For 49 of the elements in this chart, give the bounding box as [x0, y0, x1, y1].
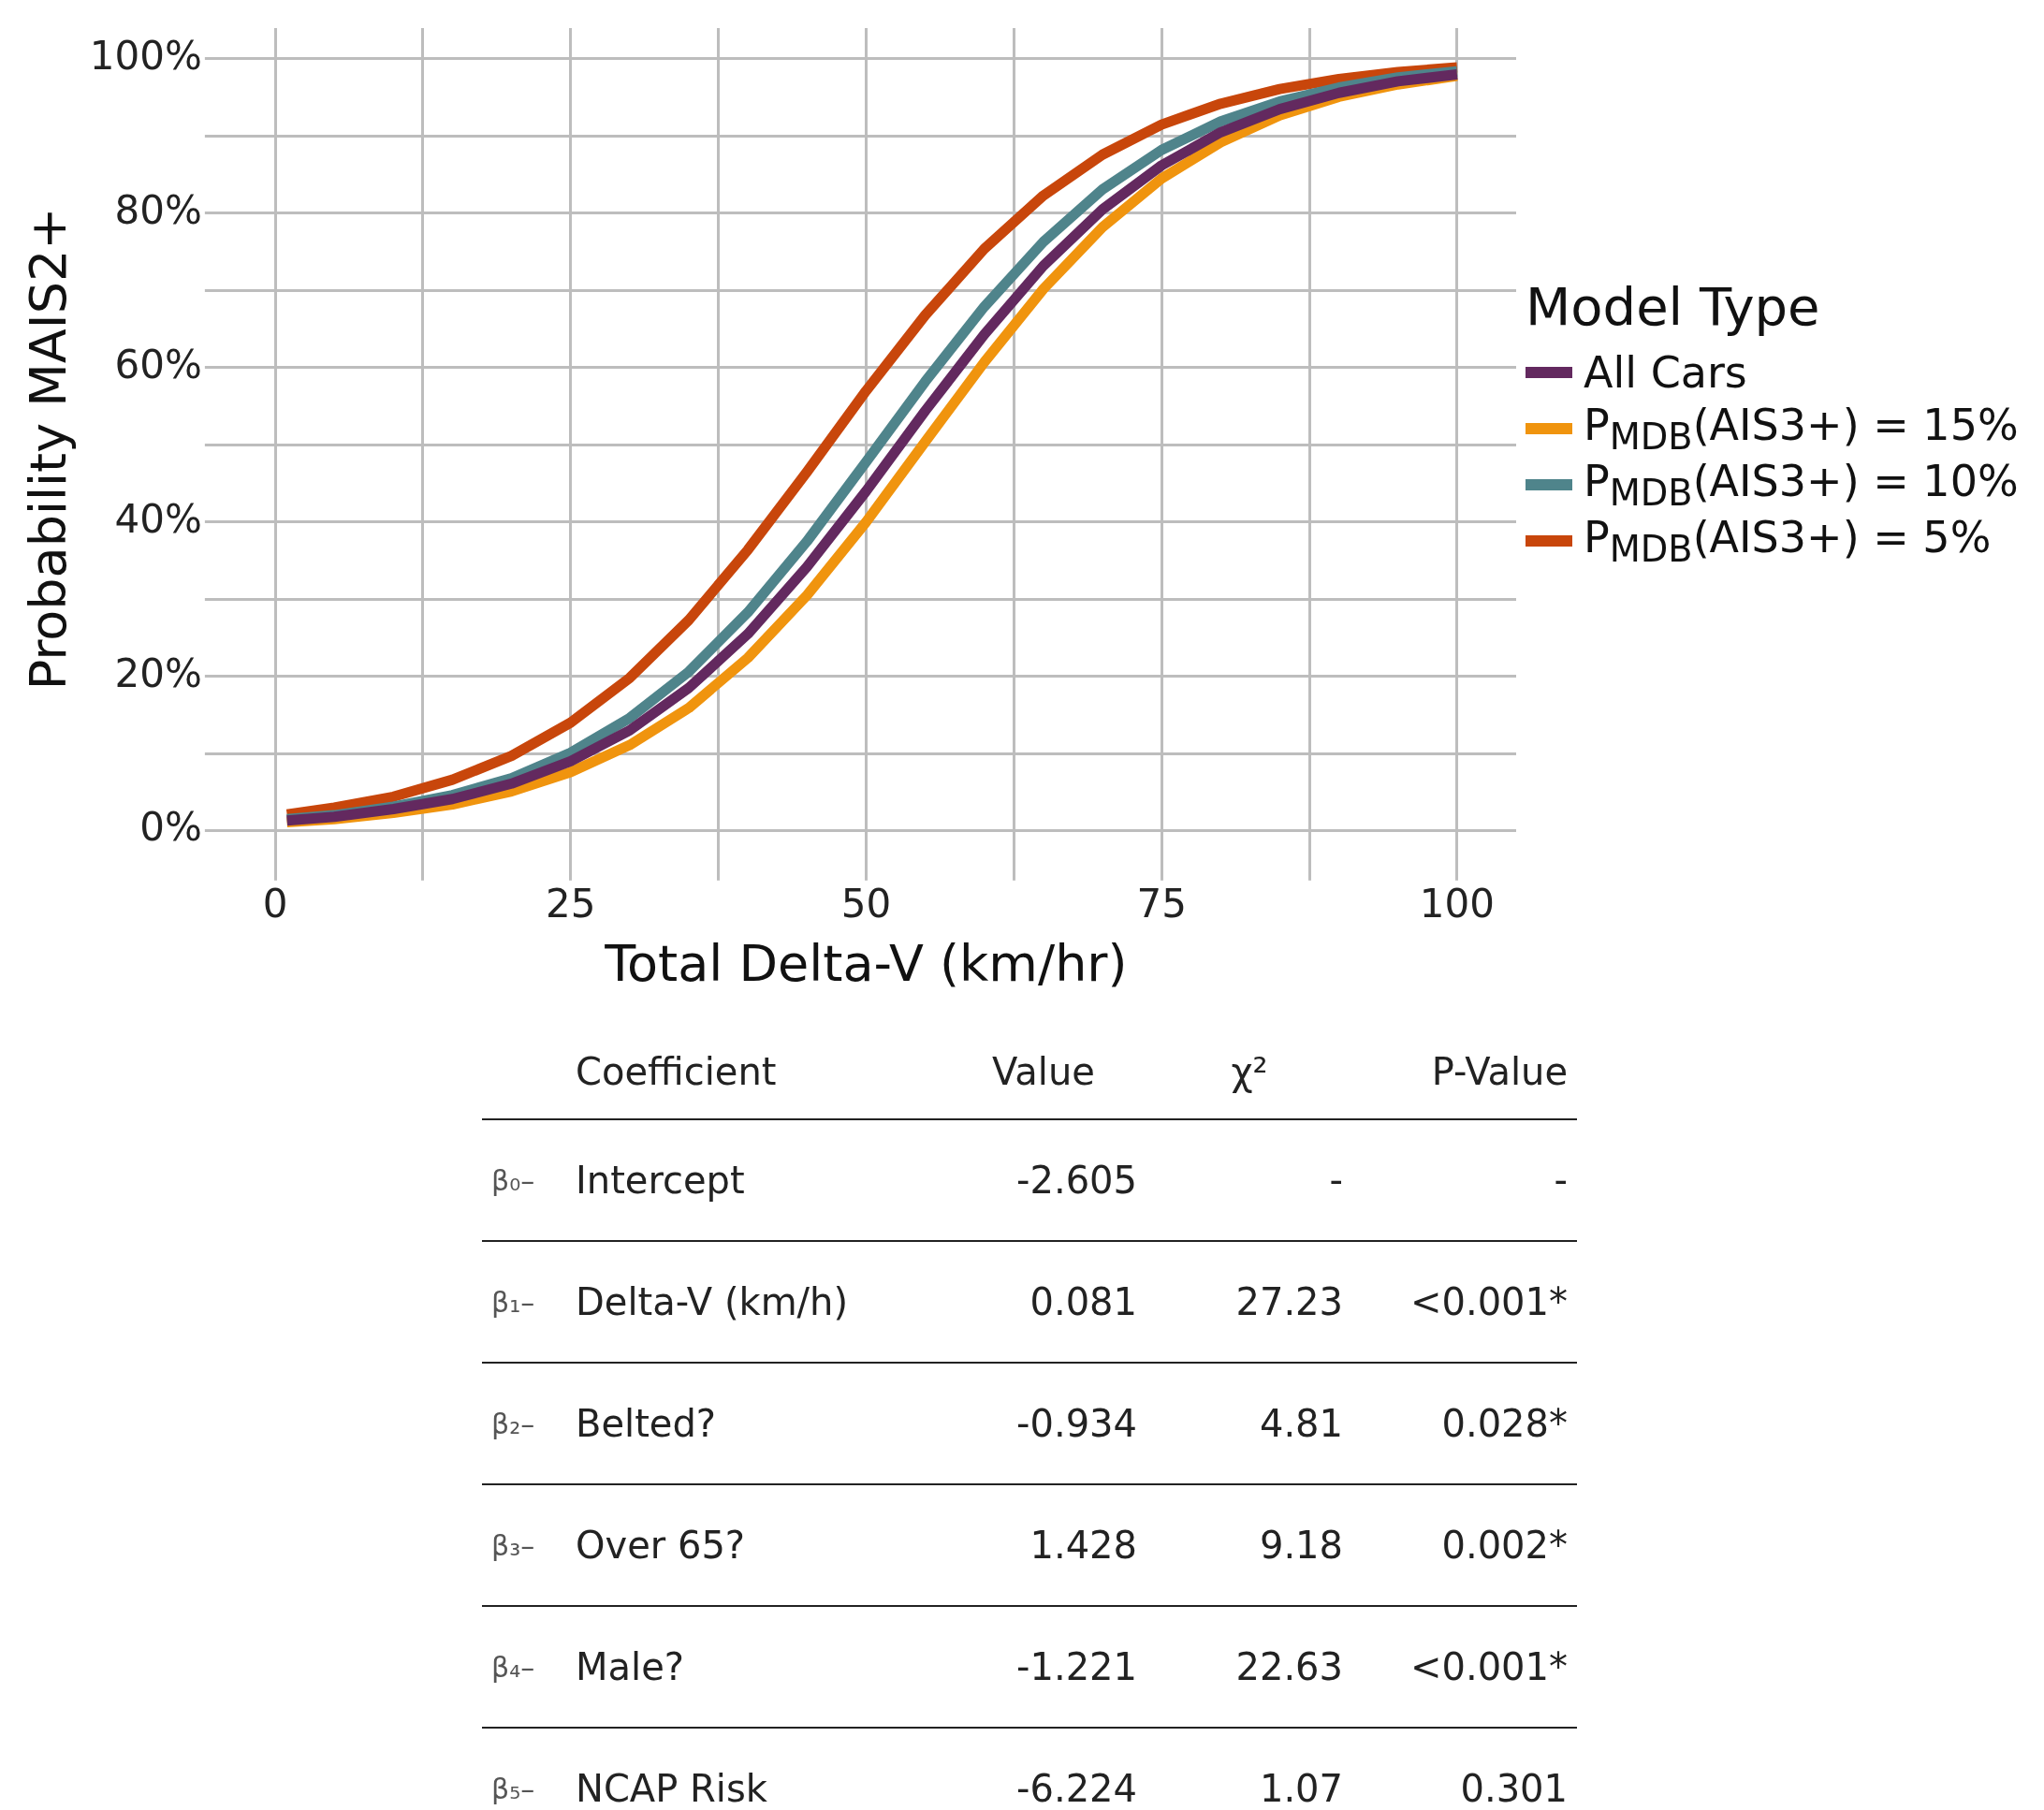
text: 0.301 — [1459, 1766, 1569, 1810]
text: P-Value — [1352, 1025, 1577, 1119]
x-tick-label: 0 — [262, 880, 288, 927]
text: β₀– — [482, 1119, 566, 1241]
text: 9.18 — [1146, 1484, 1352, 1606]
text: 0.002* — [1352, 1484, 1577, 1606]
text: β₃– — [482, 1484, 566, 1606]
text: <0.001* — [1352, 1241, 1577, 1363]
text: Intercept — [566, 1119, 941, 1241]
x-tick-label: 100 — [1419, 880, 1495, 927]
y-tick-label: 100% — [89, 32, 202, 79]
text: 1.428 — [941, 1484, 1146, 1606]
text: <0.001* — [1352, 1606, 1577, 1728]
y-tick-label: 20% — [114, 650, 202, 696]
text: Value — [941, 1025, 1146, 1119]
y-tick-label: 40% — [114, 495, 202, 542]
text: -1.221 — [941, 1606, 1146, 1728]
x-tick-label: 50 — [840, 880, 892, 927]
text: 1.07 — [1258, 1766, 1344, 1810]
x-tick-label: 75 — [1136, 880, 1187, 927]
text: Coefficient — [566, 1025, 941, 1119]
text: Belted? — [566, 1363, 941, 1484]
text: 0.028* — [1352, 1363, 1577, 1484]
text: -6.224 — [1015, 1766, 1138, 1810]
text: Delta-V (km/h) — [566, 1241, 941, 1363]
text: -2.605 — [941, 1119, 1146, 1241]
text: Over 65? — [566, 1484, 941, 1606]
text: Male? — [566, 1606, 941, 1728]
text: β₅– — [490, 1771, 536, 1807]
text: 27.23 — [1146, 1241, 1352, 1363]
x-axis-title: Total Delta-V (km/hr) — [604, 933, 1128, 993]
text: - — [1146, 1119, 1352, 1241]
text: β₄– — [482, 1606, 566, 1728]
legend-label: All Cars — [1584, 347, 1747, 398]
text: - — [1352, 1119, 1577, 1241]
y-axis-title: Probability MAIS2+ — [19, 207, 79, 691]
text: -0.934 — [941, 1363, 1146, 1484]
text: 4.81 — [1146, 1363, 1352, 1484]
y-tick-label: 60% — [114, 341, 202, 387]
text: χ² — [1146, 1025, 1352, 1119]
text: 0.081 — [941, 1241, 1146, 1363]
text: β₂– — [482, 1363, 566, 1484]
y-tick-label: 0% — [139, 804, 202, 851]
legend-title: Model Type — [1526, 276, 1821, 337]
text: 22.63 — [1146, 1606, 1352, 1728]
text: NCAP Risk — [575, 1766, 768, 1810]
text: β₁– — [482, 1241, 566, 1363]
x-tick-label: 25 — [546, 880, 596, 927]
y-tick-label: 80% — [114, 186, 202, 233]
